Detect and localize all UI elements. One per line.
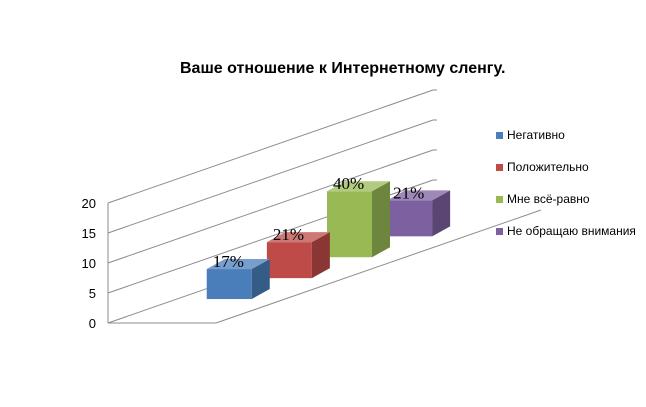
bar-side-1	[251, 259, 270, 300]
legend-label: Негативно	[507, 128, 565, 142]
y-tick-label: 20	[82, 196, 96, 211]
y-tick-label: 15	[82, 226, 96, 241]
bar-top-3	[327, 181, 390, 192]
data-label: 17%	[213, 252, 244, 271]
y-tick-label: 10	[82, 256, 96, 271]
gridline	[107, 149, 434, 264]
bar-side-4	[432, 190, 451, 237]
bar-side-3	[372, 181, 390, 258]
data-label: 21%	[273, 225, 304, 244]
legend-item: Не обращаю внимания	[496, 224, 646, 244]
legend-item: Негативно	[496, 128, 646, 148]
legend-label: Мне всё-равно	[507, 192, 590, 206]
y-tick-label: 0	[89, 316, 96, 331]
bar-top-1	[206, 259, 270, 270]
legend-swatch	[496, 164, 503, 171]
legend-item: Мне всё-равно	[496, 192, 646, 212]
legend-label: Положительно	[507, 160, 589, 174]
bar-side-2	[311, 232, 330, 279]
legend-item: Положительно	[496, 160, 646, 180]
y-tick-label: 5	[89, 286, 96, 301]
chart-title: Ваше отношение к Интернетному сленгу.	[180, 60, 506, 77]
legend-label: Не обращаю внимания	[507, 224, 636, 238]
gridline	[107, 89, 434, 204]
legend-swatch	[496, 196, 503, 203]
legend-swatch	[496, 132, 503, 139]
bar-front-3	[327, 191, 372, 258]
data-label: 40%	[333, 174, 364, 193]
gridline	[107, 119, 434, 234]
bar-front-2	[266, 242, 312, 279]
bar-front-1	[206, 269, 252, 300]
legend-swatch	[496, 228, 503, 235]
bar-top-2	[266, 232, 330, 243]
data-label: 21%	[393, 183, 424, 202]
legend: Негативно Положительно Мне всё-равно Не обр…	[496, 128, 646, 256]
bar-front-4	[387, 200, 433, 237]
bar-top-4	[387, 190, 451, 201]
floor-side-edge	[215, 209, 542, 324]
